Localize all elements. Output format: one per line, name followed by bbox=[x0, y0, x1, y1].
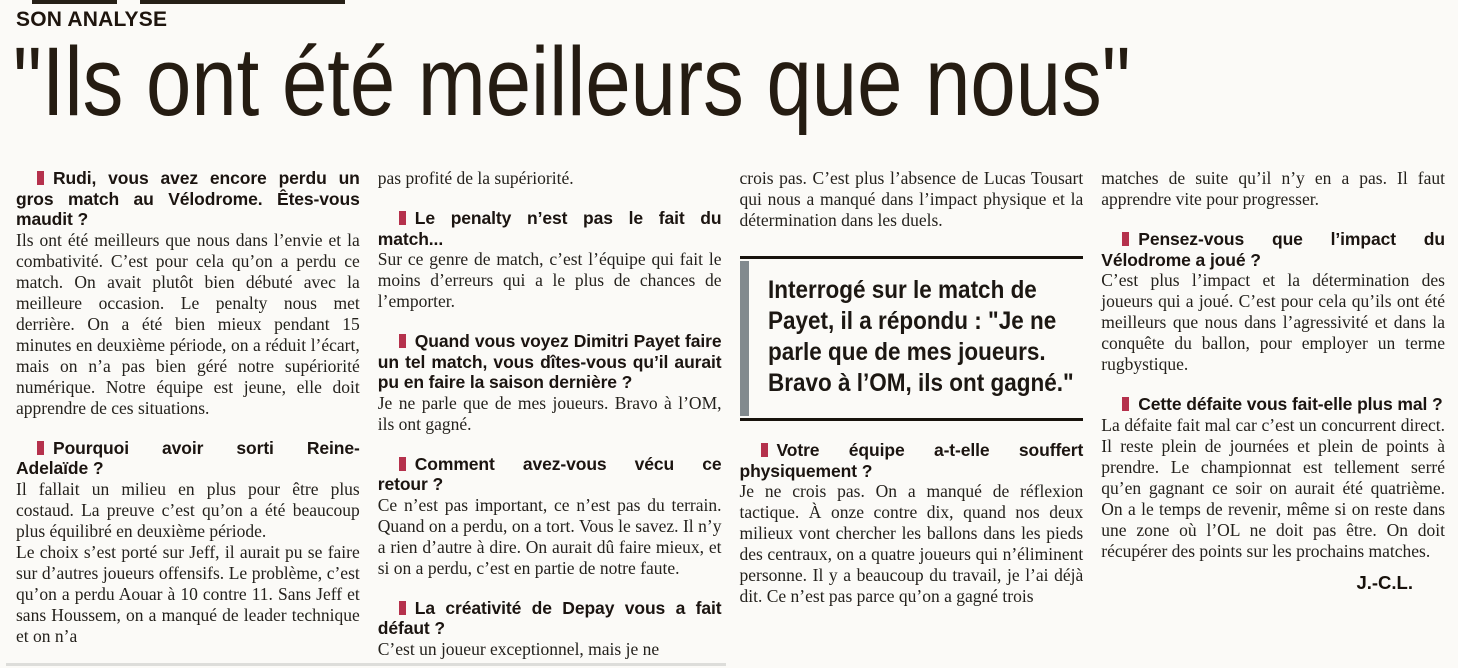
answer-paragraph: matches de suite qu’il n’y en a pas. Il … bbox=[1101, 168, 1445, 209]
question: Le penalty n’est pas le fait du match... bbox=[378, 208, 722, 249]
question: Cette défaite vous fait-elle plus mal ? bbox=[1101, 394, 1445, 415]
author-initials: J.-C.L. bbox=[1356, 571, 1413, 593]
pull-quote-line: Interrogé sur le match de bbox=[767, 276, 1037, 304]
crop-artifact bbox=[6, 663, 726, 666]
answer-paragraph: La défaite fait mal car c’est un concurr… bbox=[1101, 414, 1445, 561]
answer-paragraph: pas profité de la supériorité. bbox=[377, 168, 574, 188]
question-text: Comment avez-vous vécu ce retour ? bbox=[377, 453, 722, 495]
column-3: crois pas. C’est plus l’absence de Lucas… bbox=[739, 168, 1084, 666]
red-square-bullet-icon bbox=[1122, 232, 1130, 246]
section-kicker: SON ANALYSE bbox=[16, 8, 168, 31]
headline-text: "Ils ont été meilleurs que nous" bbox=[13, 27, 1131, 136]
question: Votre équipe a-t-elle souffert physiquem… bbox=[740, 440, 1084, 481]
question-text: Le penalty n’est pas le fait du match... bbox=[377, 208, 722, 249]
answer-paragraph: C’est un joueur exceptionnel, mais je ne bbox=[377, 638, 660, 659]
question-text: La créativité de Depay vous a fait défau… bbox=[377, 597, 722, 639]
answer-paragraph: Je ne parle que de mes joueurs. Bravo à … bbox=[377, 392, 722, 434]
answer-paragraph: Le choix s’est porté sur Jeff, il aurait… bbox=[16, 541, 360, 646]
pull-quote-box: Interrogé sur le match de Payet, il a ré… bbox=[739, 256, 1084, 421]
article-columns: Rudi, vous avez encore perdu un gros mat… bbox=[16, 168, 1445, 666]
crop-artifact bbox=[32, 0, 117, 4]
answer-paragraph: Je ne crois pas. On a manqué de réflexio… bbox=[739, 481, 1084, 606]
question: Comment avez-vous vécu ce retour ? bbox=[378, 454, 722, 495]
answer-paragraph: Ils ont été meilleurs que nous dans l’en… bbox=[16, 229, 360, 418]
answer-paragraph: C’est plus l’impact et la détermination … bbox=[1101, 270, 1445, 374]
question: La créativité de Depay vous a fait défau… bbox=[378, 598, 722, 639]
red-square-bullet-icon bbox=[398, 211, 406, 225]
column-1: Rudi, vous avez encore perdu un gros mat… bbox=[16, 168, 360, 666]
red-square-bullet-icon bbox=[1122, 397, 1130, 411]
pull-quote-line: parle que de mes joueurs. bbox=[767, 338, 1046, 366]
column-4: matches de suite qu’il n’y en a pas. Il … bbox=[1101, 168, 1445, 666]
red-square-bullet-icon bbox=[37, 440, 44, 455]
red-square-bullet-icon bbox=[398, 456, 406, 471]
question: Quand vous voyez Dimitri Payet faire un … bbox=[378, 331, 722, 393]
question: Pourquoi avoir sorti Reine-Adelaïde ? bbox=[16, 438, 360, 479]
question-text: Pensez-vous que l’impact du Vélodrome a … bbox=[1101, 229, 1445, 270]
column-2: pas profité de la supériorité. Le penalt… bbox=[378, 168, 722, 666]
red-square-bullet-icon bbox=[760, 443, 768, 457]
article-headline: "Ils ont été meilleurs que nous" bbox=[13, 30, 1344, 140]
question: Rudi, vous avez encore perdu un gros mat… bbox=[16, 168, 360, 230]
answer-paragraph: crois pas. C’est plus l’absence de Lucas… bbox=[739, 168, 1084, 230]
pull-quote-line: Payet, il a répondu : "Je ne bbox=[767, 307, 1056, 335]
answer-paragraph: Ce n’est pas important, ce n’est pas du … bbox=[377, 494, 722, 578]
question-text: Rudi, vous avez encore perdu un gros mat… bbox=[16, 168, 360, 229]
red-square-bullet-icon bbox=[37, 171, 44, 185]
question-text: Cette défaite vous fait-elle plus mal ? bbox=[1138, 394, 1443, 414]
crop-artifact bbox=[140, 0, 345, 4]
question: Pensez-vous que l’impact du Vélodrome a … bbox=[1101, 229, 1445, 270]
question-text: Votre équipe a-t-elle souffert physiquem… bbox=[739, 440, 1084, 481]
pull-quote-line: Bravo à l’OM, ils ont gagné." bbox=[767, 369, 1074, 397]
red-square-bullet-icon bbox=[398, 600, 406, 615]
red-square-bullet-icon bbox=[398, 334, 406, 348]
answer-paragraph: Il fallait un milieu en plus pour être p… bbox=[16, 478, 360, 541]
question-text: Quand vous voyez Dimitri Payet faire un … bbox=[377, 331, 722, 392]
answer-paragraph: Sur ce genre de match, c’est l’équipe qu… bbox=[377, 249, 722, 311]
question-text: Pourquoi avoir sorti Reine-Adelaïde ? bbox=[16, 437, 360, 479]
